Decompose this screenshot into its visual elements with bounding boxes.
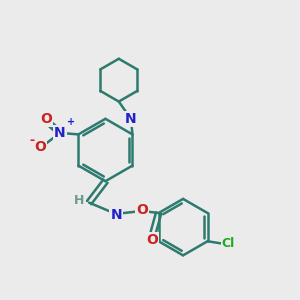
Text: N: N xyxy=(111,208,122,222)
Text: +: + xyxy=(67,118,75,128)
Text: H: H xyxy=(74,194,85,207)
Text: N: N xyxy=(125,112,137,126)
Text: -: - xyxy=(29,134,34,147)
Text: O: O xyxy=(136,203,148,217)
Text: O: O xyxy=(40,112,52,126)
Text: Cl: Cl xyxy=(222,237,235,250)
Text: O: O xyxy=(146,233,158,247)
Text: N: N xyxy=(125,112,137,126)
Text: N: N xyxy=(54,126,66,140)
Text: O: O xyxy=(34,140,46,154)
